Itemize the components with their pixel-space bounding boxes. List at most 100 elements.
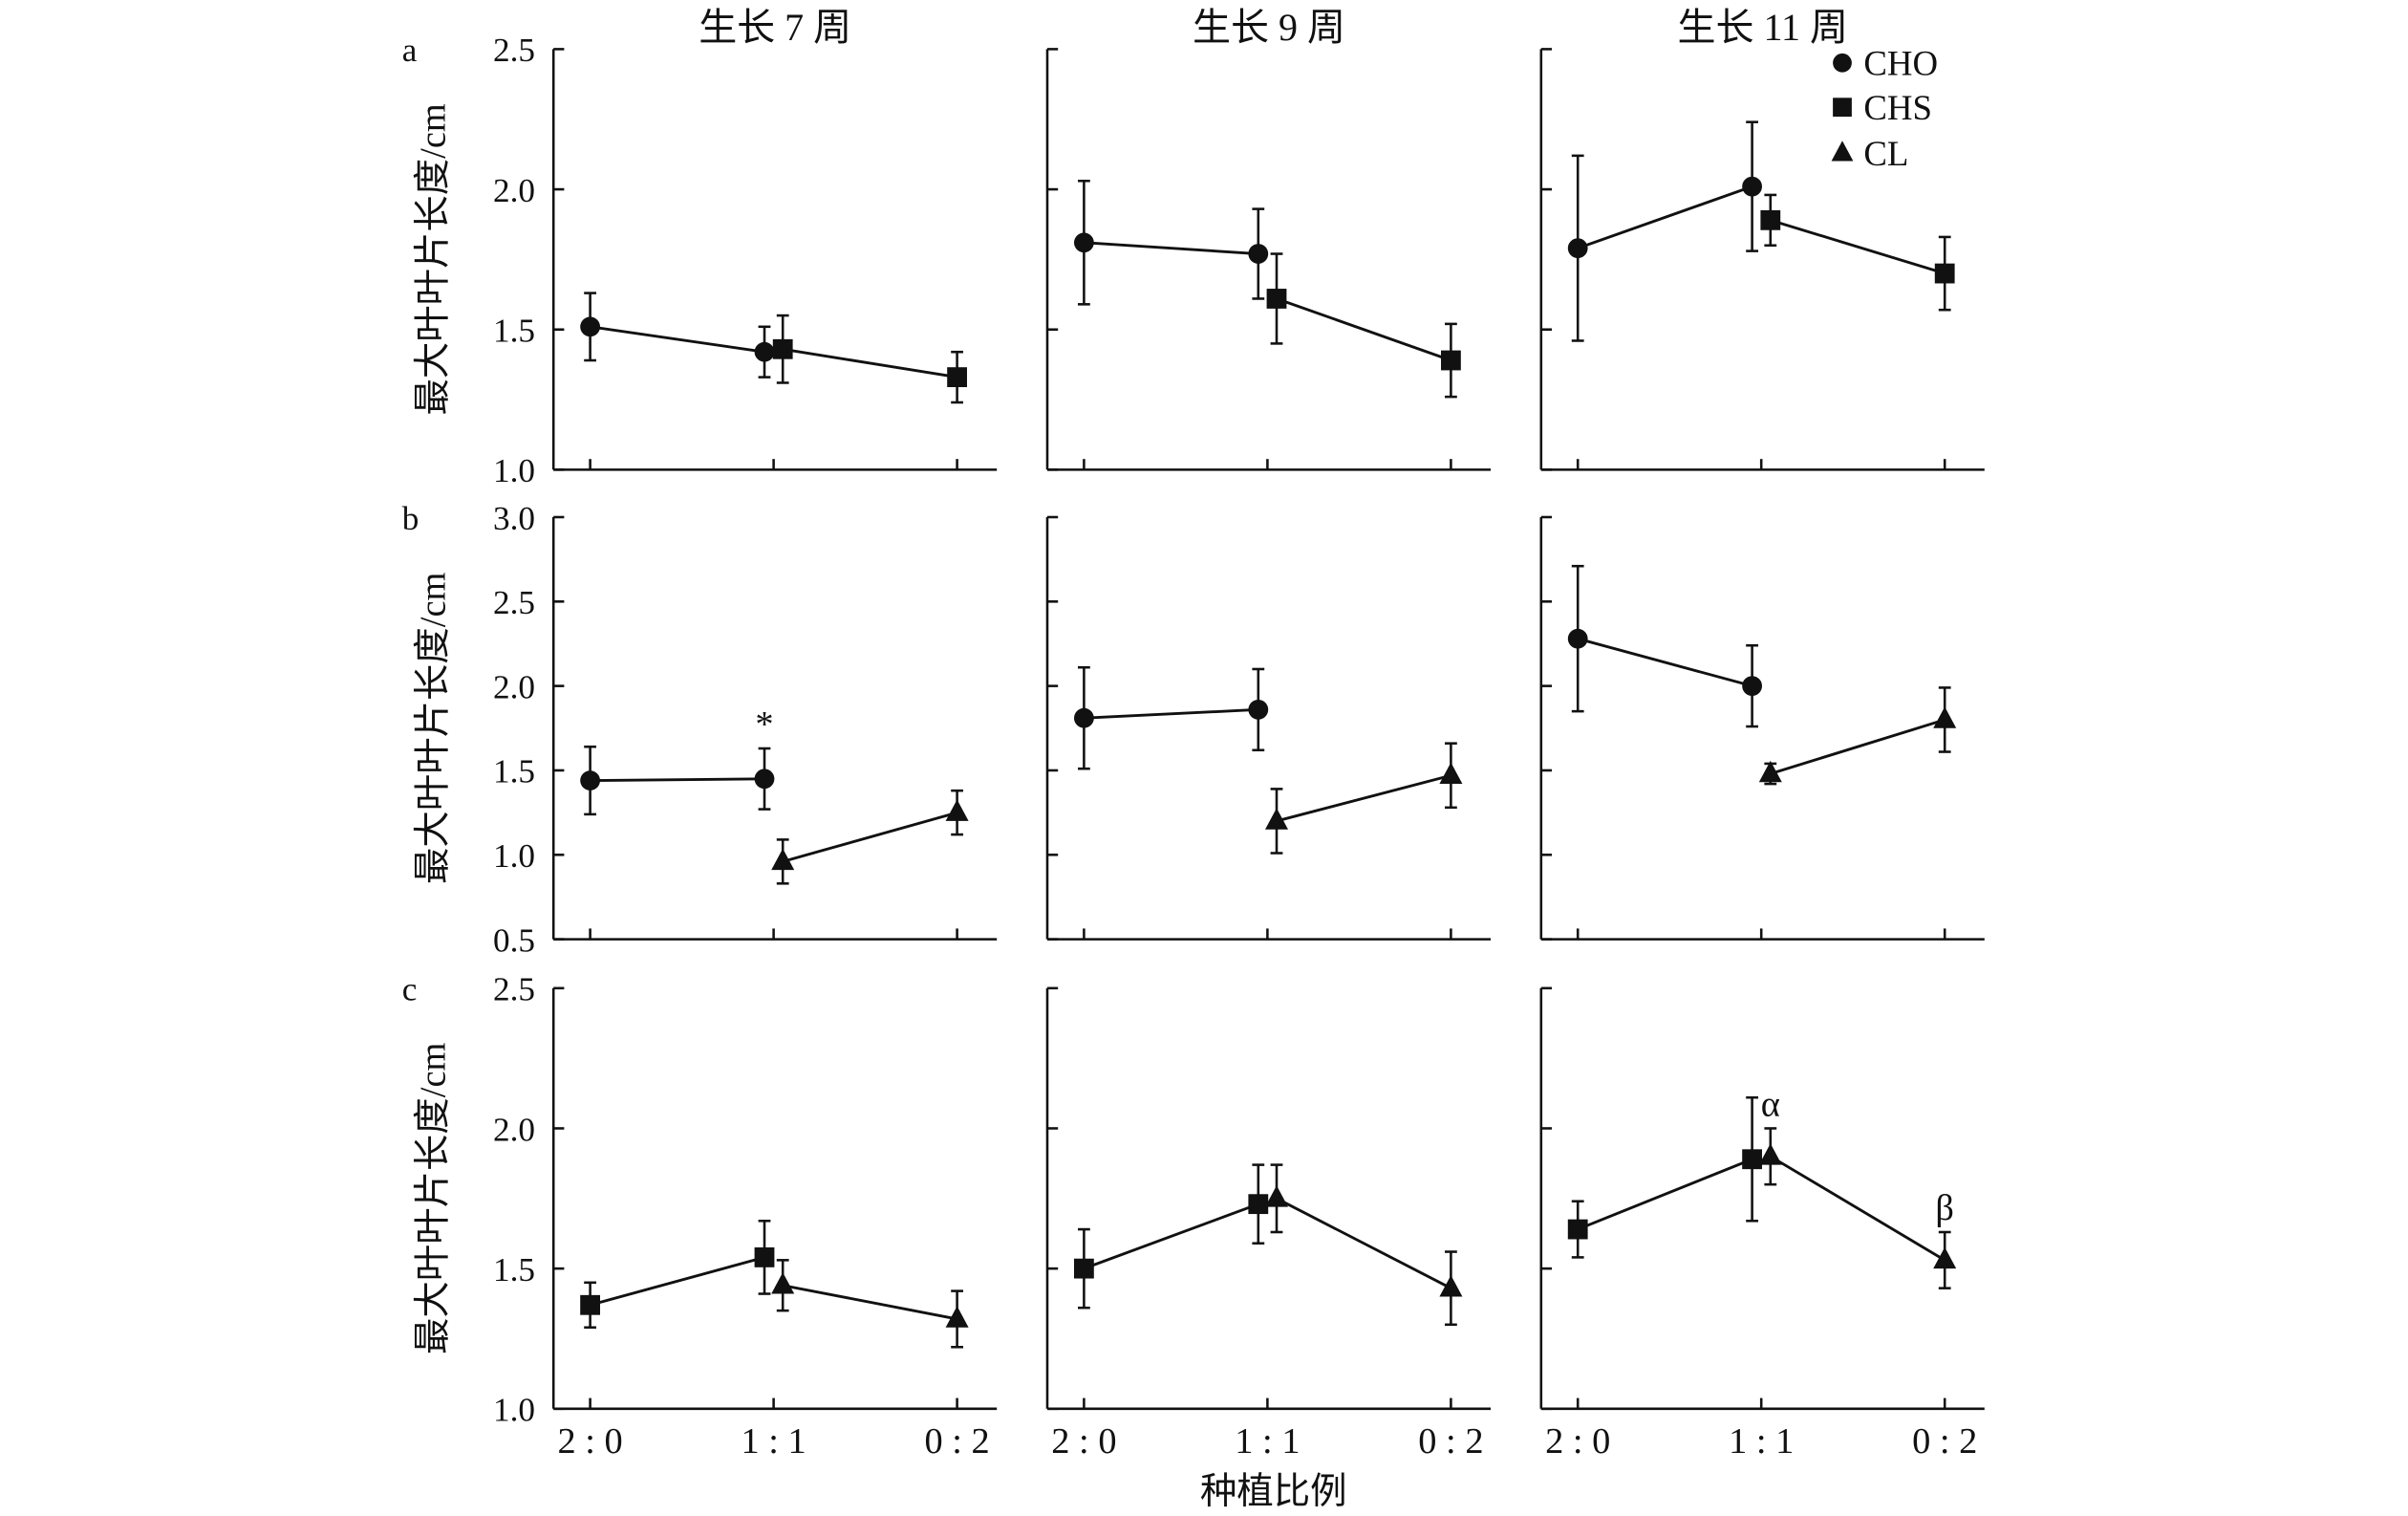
data-point-chs [1567, 1219, 1588, 1240]
data-point-chs [947, 367, 967, 387]
series-line-cho [1577, 637, 1752, 688]
data-point-cho [1567, 628, 1588, 649]
series-line-cl [1276, 1197, 1452, 1289]
x-tick-label: 1 : 1 [741, 1421, 806, 1462]
row-label: c [402, 971, 418, 1008]
legend-item-cl: CL [1831, 134, 1908, 173]
y-tick-label: 1.0 [493, 1392, 535, 1429]
y-tick-label: 2.5 [493, 584, 535, 621]
series-line-cho [1084, 241, 1258, 255]
data-point-chs [1760, 209, 1781, 230]
legend-label: CL [1863, 134, 1908, 173]
series-line-chs [1276, 297, 1451, 362]
panel-b-1: 0.5 1.0 1.5 2.0 2.5 3.0 * [493, 500, 998, 959]
data-point-chs [1742, 1149, 1762, 1170]
y-axis-title: 最大叶叶片长度/cm [413, 103, 454, 415]
data-point-cho [754, 769, 775, 790]
data-point-cl [1933, 706, 1957, 728]
data-point-cl [1265, 808, 1288, 830]
x-tick-label: 0 : 2 [924, 1421, 989, 1462]
series-line-cl [1276, 773, 1451, 823]
row-label: b [402, 500, 419, 537]
panel-b-3 [1539, 515, 1985, 941]
x-tick-label: 2 : 0 [557, 1421, 622, 1462]
series-line-cho [1084, 707, 1258, 720]
y-tick-label: 2.5 [493, 971, 535, 1008]
legend-marker-square [1833, 97, 1852, 118]
x-tick-label: 2 : 0 [1545, 1421, 1610, 1462]
panel-a-1: 1.0 1.5 2.0 2.5 [493, 32, 998, 489]
y-tick-label: 2.0 [493, 1111, 535, 1148]
series-line-chs [590, 1256, 765, 1307]
data-point-cl [1439, 762, 1463, 785]
data-point-chs [772, 338, 793, 359]
y-tick-label: 0.5 [493, 921, 535, 959]
panel-b-2 [1045, 515, 1491, 941]
legend-marker-circle [1833, 53, 1852, 73]
panel-c-1: 1.0 1.5 2.0 2.5 2 : 0 1 : 1 0 : 2 [493, 971, 998, 1462]
series-line-cl [1770, 718, 1946, 775]
series-line-cho [1577, 184, 1753, 250]
legend: CHO CHS CL [1831, 44, 1938, 173]
data-point-chs [1248, 1194, 1269, 1215]
data-point-cho [1567, 238, 1588, 259]
data-point-cho [1742, 176, 1762, 197]
x-tick-label: 0 : 2 [1912, 1421, 1977, 1462]
annotation: α [1761, 1085, 1780, 1125]
series-line-chs [1083, 1202, 1259, 1270]
series-line-cl [1770, 1155, 1946, 1262]
legend-item-chs: CHS [1833, 88, 1932, 127]
data-point-cl [945, 1306, 969, 1328]
y-tick-label: 3.0 [493, 500, 535, 537]
data-point-cho [580, 316, 600, 337]
data-point-chs [1074, 1258, 1094, 1279]
series-line-chs [1577, 1158, 1753, 1231]
data-point-chs [1266, 289, 1287, 309]
annotation: * [755, 704, 773, 745]
data-point-cl [1265, 1185, 1288, 1207]
data-point-cho [1742, 676, 1762, 697]
x-axis-title: 种植比例 [1200, 1471, 1347, 1512]
y-tick-label: 2.0 [493, 172, 535, 209]
data-point-cl [1933, 1246, 1957, 1269]
y-tick-label: 1.5 [493, 1251, 535, 1289]
data-point-cho [754, 341, 775, 362]
column-title: 生长 9 周 [1193, 6, 1345, 49]
series-line-cho [590, 777, 765, 782]
legend-marker-triangle [1831, 141, 1854, 162]
series-line-cho [590, 325, 765, 354]
series-line-cl [782, 1284, 957, 1321]
data-point-chs [580, 1294, 600, 1315]
data-point-cho [1074, 707, 1094, 728]
y-tick-label: 2.5 [493, 32, 535, 69]
data-point-cl [771, 1272, 795, 1294]
series-line-cl [782, 811, 957, 863]
data-point-chs [1441, 350, 1461, 371]
legend-label: CHO [1863, 44, 1938, 83]
panel-a-3 [1539, 48, 1985, 471]
x-tick-label: 0 : 2 [1418, 1421, 1483, 1462]
y-tick-label: 1.5 [493, 753, 535, 790]
y-axis-title: 最大叶叶片长度/cm [413, 573, 454, 884]
panel-c-3: 2 : 0 1 : 1 0 : 2 α β [1539, 986, 1985, 1462]
x-tick-label: 2 : 0 [1051, 1421, 1116, 1462]
column-title: 生长 7 周 [699, 6, 851, 49]
panel-a-2 [1045, 48, 1491, 471]
y-tick-label: 1.0 [493, 452, 535, 489]
annotation: β [1935, 1188, 1954, 1228]
data-point-cl [1758, 1143, 1782, 1165]
data-point-chs [1934, 263, 1955, 284]
x-tick-label: 1 : 1 [1235, 1421, 1300, 1462]
column-title: 生长 11 周 [1678, 6, 1849, 49]
data-point-cho [1248, 244, 1269, 264]
data-point-cl [1758, 760, 1782, 783]
y-tick-label: 1.0 [493, 837, 535, 875]
data-point-cl [1439, 1275, 1463, 1297]
data-point-cho [1248, 699, 1269, 720]
panel-c-2: 2 : 0 1 : 1 0 : 2 [1045, 986, 1491, 1462]
data-point-cho [580, 770, 600, 790]
row-label: a [402, 32, 418, 69]
y-tick-label: 2.0 [493, 668, 535, 705]
x-tick-label: 1 : 1 [1729, 1421, 1794, 1462]
